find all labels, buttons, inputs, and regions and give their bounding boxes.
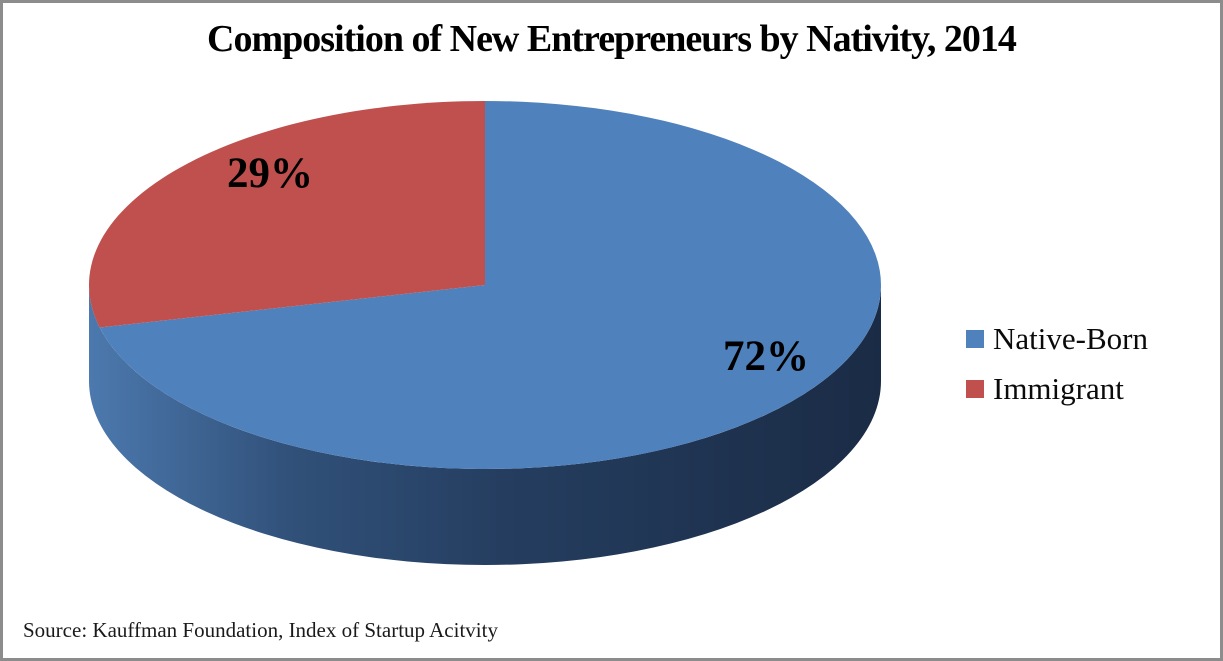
legend-item-native-born: Native-Born: [966, 315, 1148, 363]
legend-label-native-born: Native-Born: [993, 321, 1148, 356]
legend-swatch-native-born-icon: [966, 330, 984, 348]
slice-label-native-born: 72%: [723, 333, 809, 380]
legend: Native-Born Immigrant: [966, 315, 1148, 415]
legend-item-immigrant: Immigrant: [966, 365, 1148, 413]
pie-slice-immigrant: [88, 100, 486, 328]
legend-label-immigrant: Immigrant: [993, 371, 1124, 406]
pie-slice-native-born: [99, 101, 881, 470]
chart-title: Composition of New Entrepreneurs by Nati…: [207, 18, 1017, 60]
source-note: Source: Kauffman Foundation, Index of St…: [23, 618, 498, 642]
pie-chart: [88, 100, 881, 565]
legend-swatch-immigrant-icon: [966, 380, 984, 398]
slice-label-immigrant: 29%: [227, 150, 313, 197]
pie-side-wall: [89, 285, 881, 565]
